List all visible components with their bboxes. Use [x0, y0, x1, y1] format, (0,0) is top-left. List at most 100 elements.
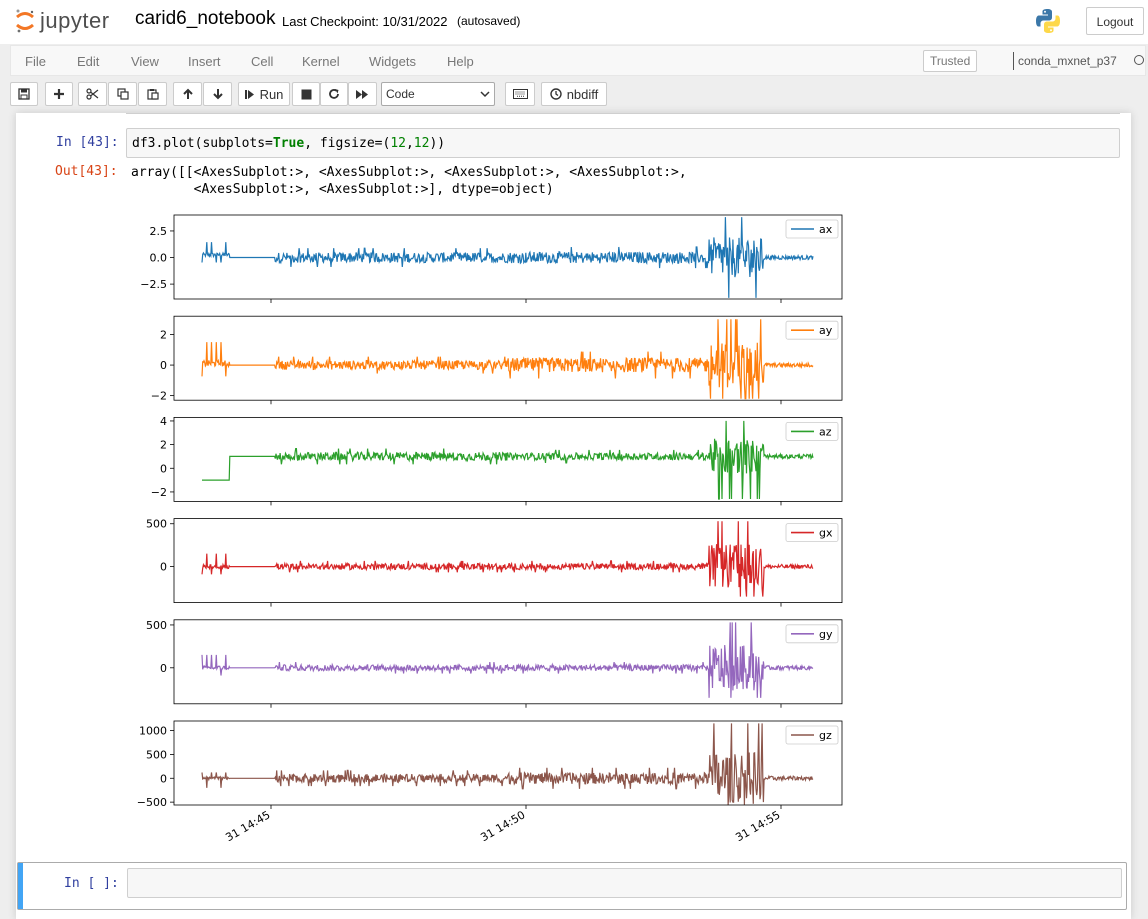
- y-tick-label-ay: 0: [160, 359, 167, 372]
- subplots-figure: 2.5 0.0 −2.5 ax 2 0 −2 ay 4 2 0 −2 az 500 0 gx 500 0 gy 100…: [137, 214, 843, 844]
- series-line-gz: [201, 723, 814, 805]
- paste-button[interactable]: [138, 82, 167, 106]
- series-line-gx: [201, 521, 814, 597]
- move-down-button[interactable]: [203, 82, 232, 106]
- axes-frame-az: [173, 416, 843, 502]
- y-tick-label-gz: 500: [146, 748, 167, 761]
- cell-type-value: Code: [386, 87, 415, 101]
- restart-icon: [329, 89, 339, 99]
- interrupt-button[interactable]: [292, 82, 320, 106]
- cut-icon: [86, 88, 99, 100]
- toolbar: Run Code nbdiff: [0, 78, 1148, 112]
- step-forward-icon: [244, 89, 254, 99]
- save-icon: [18, 88, 30, 100]
- subplot-gx: 500 0 gx: [146, 518, 843, 607]
- subplot-ay: 2 0 −2 ay: [151, 315, 843, 405]
- jupyter-logo[interactable]: jupyter: [14, 8, 110, 34]
- y-tick-label-az: 0: [160, 462, 167, 475]
- subplot-gz: 1000 500 0 −500 gz: [137, 720, 843, 809]
- python-logo-icon: [1036, 9, 1060, 33]
- menu-view[interactable]: View: [131, 54, 159, 69]
- keyboard-icon: [512, 89, 528, 99]
- kernel-separator: [1013, 52, 1014, 70]
- input-prompt-empty: In [ ]:: [64, 876, 119, 891]
- logo-text: jupyter: [40, 8, 110, 33]
- y-tick-label-ay: −2: [151, 390, 167, 403]
- nbdiff-button[interactable]: nbdiff: [541, 82, 607, 106]
- output-text-line1: array([[<AxesSubplot:>, <AxesSubplot:>, …: [131, 165, 687, 180]
- stop-icon: [301, 89, 311, 99]
- y-tick-label-ax: 0.0: [150, 252, 168, 265]
- run-label: Run: [259, 86, 284, 102]
- history-icon: [550, 88, 562, 100]
- arrow-up-icon: [182, 88, 193, 99]
- menu-widgets[interactable]: Widgets: [369, 54, 416, 69]
- input-prompt-43: In [43]:: [56, 135, 119, 150]
- restart-button[interactable]: [320, 82, 348, 106]
- logout-button[interactable]: Logout: [1086, 7, 1144, 35]
- empty-code-cell[interactable]: In [ ]:: [17, 862, 1127, 910]
- paste-icon: [146, 89, 159, 100]
- notebook-container: In [43]: df3.plot(subplots=True, figsize…: [16, 113, 1131, 919]
- restart-run-all-button[interactable]: [348, 82, 377, 106]
- series-line-az: [202, 420, 814, 500]
- menu-edit[interactable]: Edit: [77, 54, 100, 69]
- run-button[interactable]: Run: [238, 82, 290, 106]
- y-tick-label-gy: 500: [146, 619, 167, 632]
- series-line-ax: [201, 217, 814, 298]
- subplot-ax: 2.5 0.0 −2.5 ax: [140, 214, 843, 303]
- y-tick-label-az: −2: [151, 486, 167, 499]
- cut-button[interactable]: [78, 82, 107, 106]
- autosave-status: (autosaved): [457, 14, 521, 28]
- copy-button[interactable]: [108, 82, 137, 106]
- previous-cell-bottom: [126, 113, 1120, 114]
- y-tick-label-gz: 0: [160, 772, 167, 785]
- y-tick-label-gx: 0: [160, 561, 167, 574]
- code-cell-43-input[interactable]: df3.plot(subplots=True, figsize=(12,12)): [126, 128, 1120, 158]
- insert-cell-button[interactable]: [45, 82, 73, 106]
- y-tick-label-gy: 0: [160, 662, 167, 675]
- axes-frame-ax: [173, 214, 843, 300]
- y-tick-label-ay: 2: [160, 329, 167, 342]
- kernel-name[interactable]: conda_mxnet_p37: [1018, 54, 1117, 68]
- x-tick-label: 31 14:55: [733, 808, 782, 844]
- notebook-name[interactable]: carid6_notebook: [135, 8, 276, 29]
- plus-icon: [54, 89, 64, 99]
- trusted-indicator[interactable]: Trusted: [923, 50, 978, 72]
- code-line: df3.plot(subplots=True, figsize=(12,12)): [132, 136, 446, 151]
- legend-label-ax: ax: [819, 223, 833, 236]
- menu-cell[interactable]: Cell: [251, 54, 274, 69]
- selected-cell-indicator: [18, 863, 23, 909]
- menu-insert[interactable]: Insert: [188, 54, 221, 69]
- subplot-az: 4 2 0 −2 az: [151, 415, 843, 506]
- menu-file[interactable]: File: [25, 54, 46, 69]
- y-tick-label-ax: 2.5: [150, 225, 168, 238]
- axes-frame-gx: [173, 518, 843, 604]
- series-line-gy: [201, 622, 814, 698]
- menu-kernel[interactable]: Kernel: [302, 54, 340, 69]
- menu-help[interactable]: Help: [447, 54, 474, 69]
- output-prompt-43: Out[43]:: [55, 164, 118, 179]
- x-tick-label: 31 14:45: [223, 808, 272, 844]
- fast-forward-icon: [356, 89, 368, 99]
- move-up-button[interactable]: [173, 82, 202, 106]
- save-button[interactable]: [10, 82, 38, 106]
- kernel-idle-icon: [1134, 55, 1144, 65]
- cell-type-select[interactable]: Code: [381, 82, 495, 106]
- y-tick-label-gz: −500: [137, 796, 167, 809]
- legend-label-ay: ay: [819, 324, 833, 337]
- menubar: File Edit View Insert Cell Kernel Widget…: [10, 45, 1146, 76]
- y-tick-label-az: 4: [160, 415, 167, 428]
- axes-frame-ay: [173, 315, 843, 401]
- y-tick-label-gz: 1000: [139, 725, 167, 738]
- command-palette-button[interactable]: [505, 82, 535, 106]
- nbdiff-label: nbdiff: [566, 86, 599, 102]
- header: jupyter carid6_notebook Last Checkpoint:…: [0, 0, 1148, 44]
- series-line-ay: [201, 319, 814, 400]
- output-text-line2: <AxesSubplot:>, <AxesSubplot:>], dtype=o…: [131, 182, 554, 197]
- legend-label-gx: gx: [819, 527, 833, 540]
- axes-frame-gy: [173, 619, 843, 705]
- last-checkpoint: Last Checkpoint: 10/31/2022: [282, 14, 448, 29]
- x-tick-label: 31 14:50: [478, 808, 527, 844]
- empty-cell-input[interactable]: [127, 868, 1122, 898]
